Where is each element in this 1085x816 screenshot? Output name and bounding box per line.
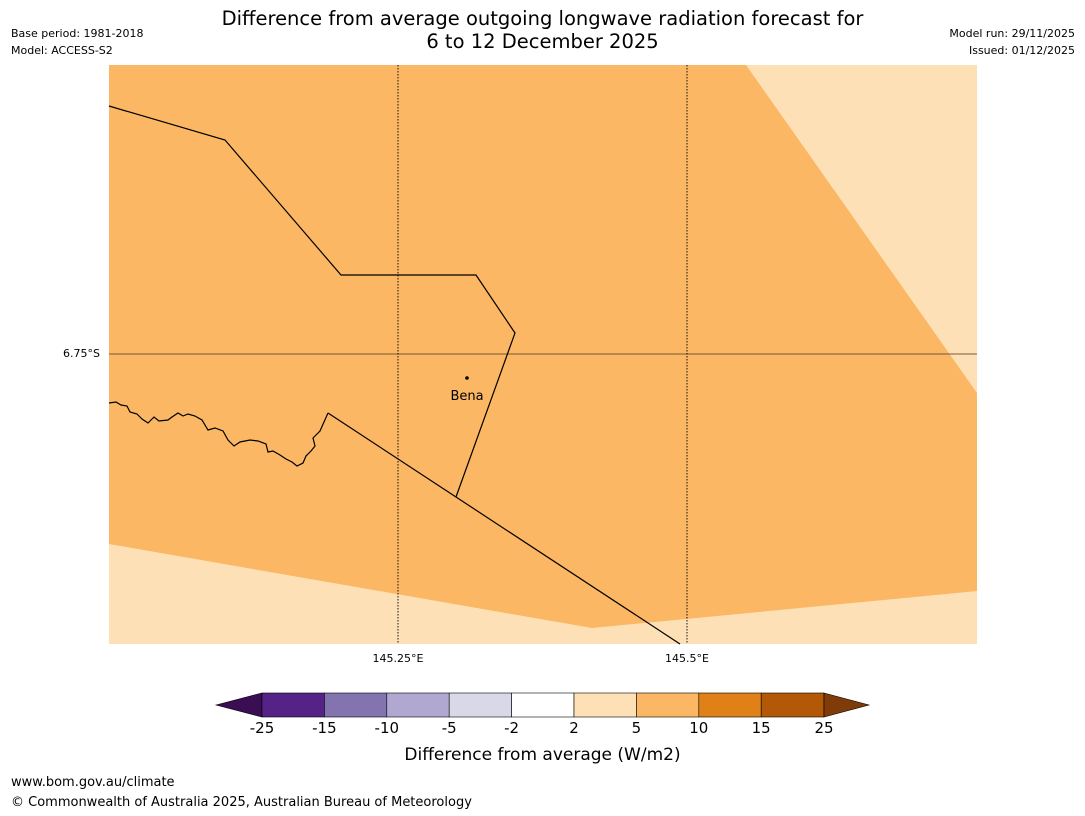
light-anomaly-region-northeast bbox=[746, 65, 977, 393]
meta-left: Base period: 1981-2018 Model: ACCESS-S2 bbox=[11, 25, 143, 59]
colorbar-min-extension bbox=[214, 692, 263, 718]
colorbar-label: Difference from average (W/m2) bbox=[404, 745, 681, 765]
base-period: Base period: 1981-2018 bbox=[11, 27, 144, 40]
colorbar-tick: -15 bbox=[312, 719, 337, 737]
latitude-label: 6.75°S bbox=[63, 347, 100, 360]
model-name: Model: ACCESS-S2 bbox=[11, 44, 113, 57]
colorbar-bin-neg25-neg15 bbox=[261, 692, 325, 718]
colorbar-tick: 25 bbox=[814, 719, 834, 737]
river-line bbox=[108, 401, 329, 467]
model-run: Model run: 29/11/2025 bbox=[949, 27, 1075, 40]
footer-copyright: © Commonwealth of Australia 2025, Austra… bbox=[11, 795, 472, 810]
colorbar-tick: 15 bbox=[751, 719, 771, 737]
colorbar-tick: -10 bbox=[374, 719, 400, 737]
colorbar-max-extension bbox=[823, 692, 871, 718]
colorbar-bin-2-5 bbox=[573, 692, 637, 718]
province-border-north bbox=[108, 105, 516, 498]
longitude-label-145-25: 145.25°E bbox=[372, 652, 424, 665]
title-line-2: 6 to 12 December 2025 bbox=[426, 30, 659, 53]
colorbar-bin-15-25 bbox=[760, 692, 825, 718]
light-anomaly-region-south bbox=[109, 544, 977, 644]
province-border-south bbox=[327, 412, 681, 645]
place-label-bena: Bena bbox=[450, 389, 484, 404]
colorbar-bin-10-15 bbox=[698, 692, 762, 718]
longitude-label-145-5: 145.5°E bbox=[665, 652, 709, 665]
colorbar-bin-neg15-neg10 bbox=[324, 692, 388, 718]
page-title: Difference from average outgoing longwav… bbox=[170, 7, 915, 53]
colorbar-tick: 5 bbox=[631, 719, 642, 737]
title-line-1: Difference from average outgoing longwav… bbox=[221, 7, 864, 30]
colorbar-tick: -5 bbox=[441, 719, 457, 737]
colorbar-bin-neg5-neg2 bbox=[448, 692, 512, 718]
colorbar-tick: -2 bbox=[504, 719, 520, 737]
colorbar-bin-neg2-2 bbox=[511, 692, 575, 718]
meta-right: Model run: 29/11/2025 Issued: 01/12/2025 bbox=[949, 25, 1075, 59]
colorbar-bin-5-10 bbox=[636, 692, 700, 718]
colorbar-bin-neg10-neg5 bbox=[386, 692, 450, 718]
issued-date: Issued: 01/12/2025 bbox=[968, 44, 1075, 57]
colorbar-tick: -25 bbox=[249, 719, 275, 737]
colorbar-tick: 2 bbox=[569, 719, 579, 737]
footer-website-link[interactable]: www.bom.gov.au/climate bbox=[11, 775, 175, 790]
bena-location-marker bbox=[465, 376, 469, 380]
map-field bbox=[109, 65, 977, 644]
colorbar-tick: 10 bbox=[689, 719, 709, 737]
